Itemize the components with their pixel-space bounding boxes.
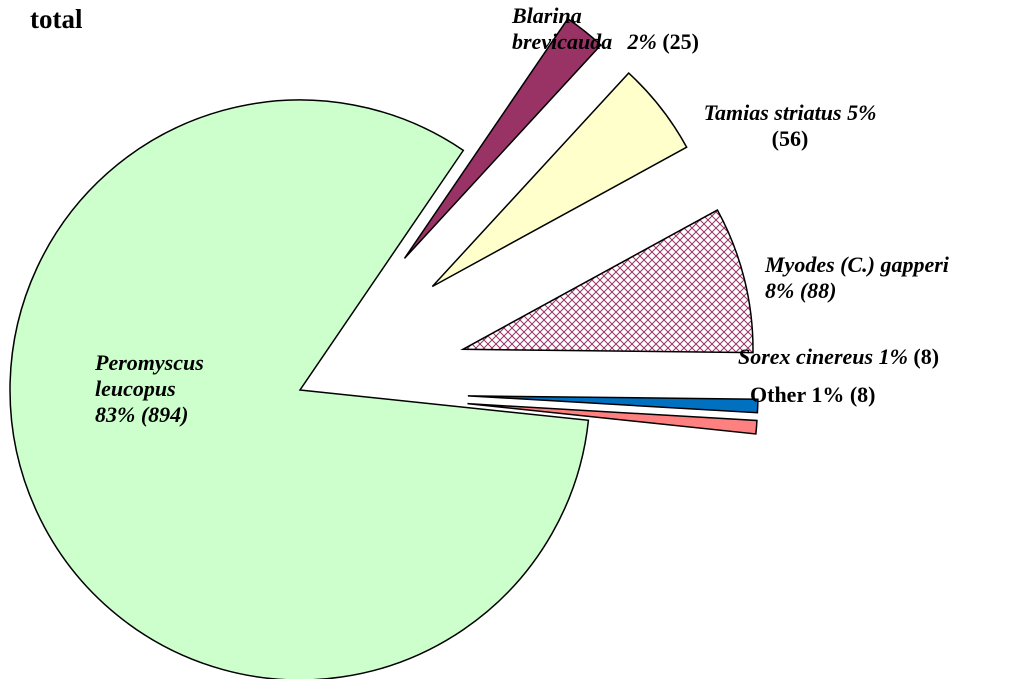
- slice-count: (88): [799, 278, 837, 303]
- pie-slice: [460, 209, 754, 354]
- pie-slice: [431, 72, 688, 288]
- slice-percent: 1%: [878, 344, 908, 369]
- slice-percent: 1%: [811, 382, 845, 407]
- slice-values: 83% (894): [95, 402, 255, 428]
- slice-count: (25): [662, 29, 699, 54]
- slice-name: Blarina brevicauda: [512, 3, 613, 54]
- slice-label: Myodes (C.) gapperi 8% (88): [765, 252, 970, 304]
- slice-percent: 2%: [627, 29, 657, 54]
- slice-values: 1% (8): [811, 382, 875, 407]
- slice-name: Peromyscus leucopus: [95, 350, 204, 401]
- slice-count: (8): [913, 344, 940, 369]
- slice-values: 2% (25): [628, 29, 699, 54]
- pie-slice: [403, 17, 602, 259]
- slice-percent: 5%: [847, 100, 877, 125]
- slice-percent: 83%: [95, 402, 136, 427]
- slice-values: 5% (56): [772, 100, 877, 151]
- slice-percent: 8%: [765, 278, 795, 303]
- slice-label: Tamias striatus 5% (56): [690, 100, 890, 152]
- slice-values: 1% (8): [879, 344, 939, 369]
- slice-count: (8): [849, 382, 876, 407]
- slice-label: Other 1% (8): [750, 382, 950, 408]
- slice-count: (56): [771, 126, 809, 151]
- slice-name: Other: [750, 382, 806, 407]
- slice-values: 8% (88): [765, 278, 836, 303]
- pie-slice: [467, 395, 759, 414]
- chart-title: total: [30, 4, 83, 34]
- slice-name: Tamias striatus: [703, 100, 842, 125]
- slice-label: Sorex cinereus 1% (8): [738, 344, 1023, 370]
- pie-slice: [467, 402, 758, 435]
- slice-count: (894): [140, 402, 189, 427]
- slice-label: Peromyscus leucopus 83% (894): [95, 350, 255, 428]
- slice-name: Sorex cinereus: [738, 344, 874, 369]
- slice-name: Myodes (C.) gapperi: [765, 252, 949, 277]
- slice-label: Blarina brevicauda 2% (25): [512, 3, 772, 55]
- pie-slice: [9, 99, 590, 679]
